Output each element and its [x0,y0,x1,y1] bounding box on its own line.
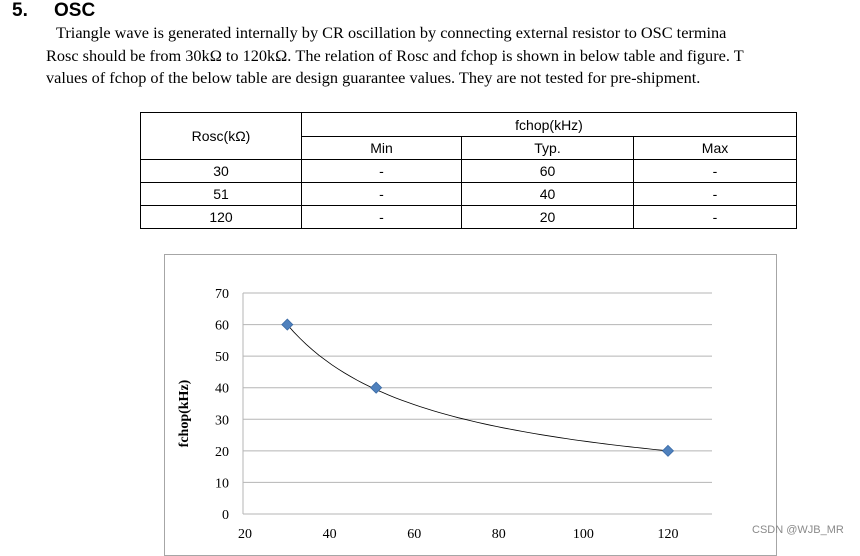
header-rosc: Rosc(kΩ) [140,112,302,160]
x-tick-label: 60 [407,527,421,542]
section-heading: 5. OSC [12,0,95,22]
y-tick-label: 30 [215,413,229,428]
y-axis-label: fchop(kHz) [177,379,192,447]
watermark: CSDN @WJB_MR [752,524,844,536]
x-tick-label: 40 [323,527,337,542]
x-tick-label: 20 [238,527,252,542]
data-point-diamond [661,444,675,457]
section-number: 5. [12,0,28,21]
cell-typ: 60 [461,159,634,183]
y-tick-label: 10 [215,476,229,491]
data-point-diamond [370,381,383,394]
trendline [286,324,669,452]
paragraph-line-3: values of fchop of the below table are d… [46,68,701,87]
cell-min: - [301,182,462,206]
cell-typ: 20 [461,205,634,229]
table-row: 120 - 20 - [140,205,798,229]
rosc-fchop-table: Rosc(kΩ) fchop(kHz) Min Typ. Max 30 - 60… [140,112,798,229]
subheader-typ: Typ. [461,136,634,160]
header-fchop: fchop(kHz) [300,112,798,137]
y-tick-label: 50 [215,350,229,365]
y-tick-label: 40 [215,382,229,397]
subheader-max: Max [632,136,798,160]
cell-rosc: 120 [140,205,302,229]
description-paragraph: Triangle wave is generated internally by… [46,22,860,90]
y-tick-label: 70 [215,287,229,302]
data-point-diamond [281,318,294,331]
section-title: OSC [54,0,96,21]
x-tick-label: 120 [658,527,679,542]
x-tick-label: 80 [492,527,506,542]
y-tick-label: 0 [222,508,229,523]
x-tick-label: 100 [573,527,594,542]
table-row: 30 - 60 - [140,159,798,183]
cell-max: - [632,205,798,229]
table-row: 51 - 40 - [140,182,798,206]
paragraph-line-2: Rosc should be from 30kΩ to 120kΩ. The r… [46,45,744,65]
y-tick-label: 60 [215,319,229,334]
y-tick-label: 20 [215,445,229,460]
cell-max: - [632,159,798,183]
paragraph-line-1: Triangle wave is generated internally by… [56,23,727,42]
